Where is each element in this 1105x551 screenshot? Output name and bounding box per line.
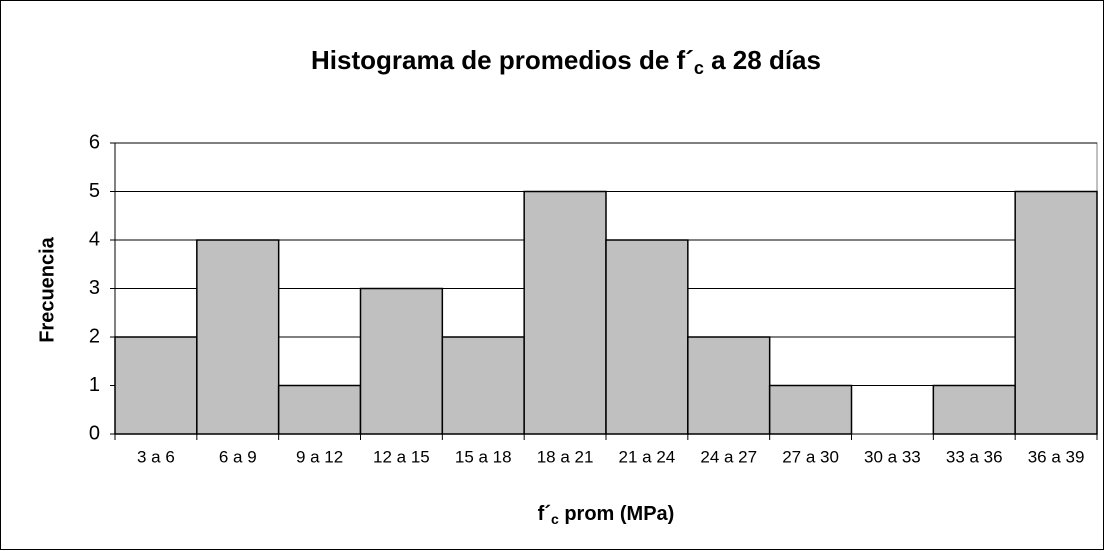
title-subscript: c (694, 58, 704, 78)
x-tick-label: 9 a 12 (296, 447, 343, 466)
bar (768, 384, 853, 435)
x-label-part: prom (MPa) (559, 503, 675, 525)
y-tick-label: 5 (89, 180, 100, 202)
y-tick-label: 3 (89, 277, 100, 299)
bar (277, 384, 362, 435)
bar (687, 336, 771, 435)
title-part: a 28 días (704, 45, 821, 75)
bar (605, 239, 689, 435)
chart-title: Histograma de promedios de f´c a 28 días (311, 45, 821, 78)
x-tick-label: 36 a 39 (1028, 447, 1085, 466)
x-tick-label: 3 a 6 (137, 447, 175, 466)
bar (196, 239, 280, 435)
y-tick-label: 0 (89, 422, 100, 444)
x-tick-label: 12 a 15 (373, 447, 430, 466)
bar (523, 190, 607, 435)
y-tick-label: 4 (89, 228, 100, 250)
x-tick-label: 18 a 21 (537, 447, 594, 466)
bar (441, 336, 525, 435)
x-axis-label: f´c prom (MPa) (538, 503, 675, 526)
bar (932, 384, 1016, 435)
x-label-part: f´ (538, 503, 551, 525)
y-tick-label: 6 (89, 131, 100, 153)
x-tick-label: 21 a 24 (619, 447, 676, 466)
x-tick-label: 15 a 18 (455, 447, 512, 466)
x-tick-label: 27 a 30 (782, 447, 839, 466)
title-part: Histograma de promedios de f´ (311, 45, 694, 75)
y-tick-label: 1 (89, 374, 100, 396)
bar (359, 287, 444, 435)
y-axis-label: Frecuencia (36, 236, 58, 342)
bar (1014, 190, 1098, 435)
x-tick-label: 24 a 27 (700, 447, 757, 466)
bar (114, 336, 198, 435)
x-label-subscript: c (551, 511, 559, 527)
x-tick-label: 33 a 36 (946, 447, 1003, 466)
x-tick-label: 30 a 33 (864, 447, 921, 466)
y-tick-label: 2 (89, 325, 100, 347)
x-tick-label: 6 a 9 (219, 447, 257, 466)
